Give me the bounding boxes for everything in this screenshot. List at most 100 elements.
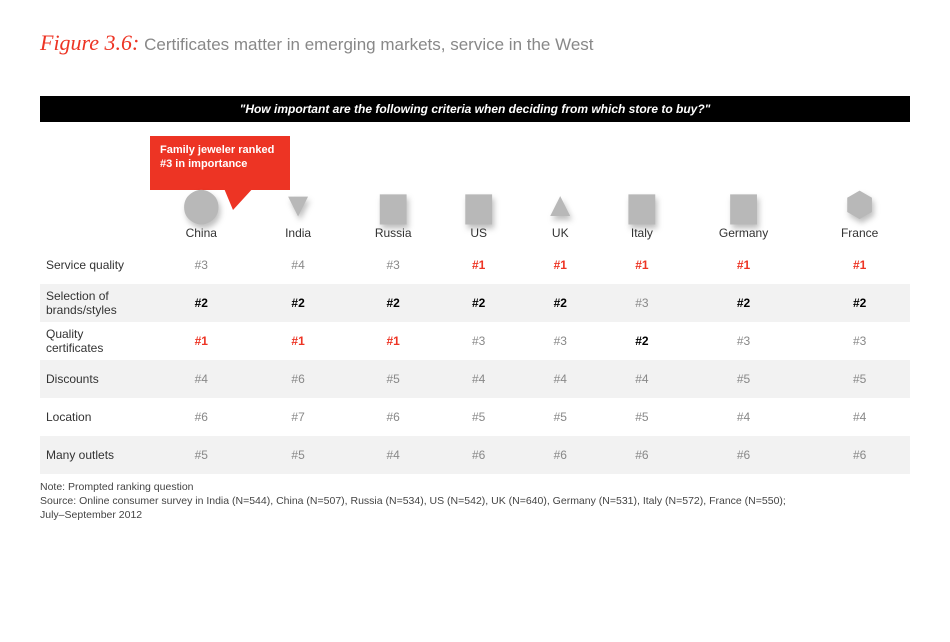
map-icon: ▆ bbox=[380, 188, 406, 222]
row-label: Location bbox=[40, 398, 150, 436]
rank-value: #7 bbox=[291, 410, 304, 424]
rank-cell: #1 bbox=[443, 246, 515, 284]
rank-cell: #7 bbox=[252, 398, 343, 436]
country-label: India bbox=[285, 226, 311, 240]
footnote: Note: Prompted ranking questionSource: O… bbox=[40, 480, 910, 523]
footnote-line: July–September 2012 bbox=[40, 508, 910, 522]
figure-label: Figure 3.6: bbox=[40, 30, 139, 55]
row-label: Discounts bbox=[40, 360, 150, 398]
country-head-wrap: ▆Russia bbox=[345, 137, 442, 240]
rank-value: #5 bbox=[291, 448, 304, 462]
rank-cell: #5 bbox=[678, 360, 809, 398]
question-bar: "How important are the following criteri… bbox=[40, 96, 910, 122]
row-label: Many outlets bbox=[40, 436, 150, 474]
map-icon: ▆ bbox=[466, 188, 492, 222]
rank-cell: #6 bbox=[678, 436, 809, 474]
callout-text: Family jeweler ranked #3 in importance bbox=[160, 144, 274, 170]
rank-cell: #2 bbox=[252, 284, 343, 322]
footnote-line: Source: Online consumer survey in India … bbox=[40, 494, 910, 508]
country-head-wrap: ▆ Germany bbox=[679, 137, 808, 240]
rank-value: #2 bbox=[195, 296, 208, 310]
rank-cell: #2 bbox=[515, 284, 606, 322]
rank-cell: #1 bbox=[678, 246, 809, 284]
rank-value: #6 bbox=[472, 448, 485, 462]
rank-value: #1 bbox=[472, 258, 485, 272]
country-head-wrap: ⬢France bbox=[810, 137, 909, 240]
rank-cell: #5 bbox=[809, 360, 910, 398]
rank-cell: #6 bbox=[150, 398, 252, 436]
callout-box: Family jeweler ranked #3 in importance bbox=[150, 136, 290, 190]
rank-cell: #4 bbox=[252, 246, 343, 284]
map-icon: ▆ bbox=[730, 188, 756, 222]
rank-cell: #6 bbox=[344, 398, 443, 436]
map-icon: ⬤ bbox=[182, 188, 220, 222]
country-header-germany: ▆ Germany bbox=[678, 136, 809, 246]
rank-value: #6 bbox=[195, 410, 208, 424]
rank-cell: #3 bbox=[344, 246, 443, 284]
rank-cell: #6 bbox=[606, 436, 678, 474]
rank-cell: #5 bbox=[515, 398, 606, 436]
rank-value: #5 bbox=[853, 372, 866, 386]
rank-value: #2 bbox=[291, 296, 304, 310]
country-label: US bbox=[470, 226, 487, 240]
rank-value: #1 bbox=[195, 334, 208, 348]
country-header-france: ⬢France bbox=[809, 136, 910, 246]
rank-cell: #1 bbox=[150, 322, 252, 360]
rank-cell: #4 bbox=[150, 360, 252, 398]
rank-cell: #4 bbox=[678, 398, 809, 436]
country-head-wrap: ▆ Italy bbox=[607, 137, 677, 240]
rank-cell: #3 bbox=[443, 322, 515, 360]
rank-cell: #4 bbox=[515, 360, 606, 398]
row-label: Service quality bbox=[40, 246, 150, 284]
rank-value: #4 bbox=[195, 372, 208, 386]
rank-cell: #6 bbox=[252, 360, 343, 398]
rank-cell: #1 bbox=[252, 322, 343, 360]
rank-value: #1 bbox=[291, 334, 304, 348]
rank-cell: #2 bbox=[150, 284, 252, 322]
rank-value: #4 bbox=[853, 410, 866, 424]
rank-cell: #2 bbox=[443, 284, 515, 322]
rank-value: #3 bbox=[386, 258, 399, 272]
country-label: Italy bbox=[631, 226, 653, 240]
rank-cell: #6 bbox=[809, 436, 910, 474]
rank-cell: #4 bbox=[344, 436, 443, 474]
rank-value: #6 bbox=[291, 372, 304, 386]
table-row: Many outlets#5#5#4#6#6#6#6#6 bbox=[40, 436, 910, 474]
rank-cell: #2 bbox=[809, 284, 910, 322]
table-row: Service quality#3#4#3#1#1#1#1#1 bbox=[40, 246, 910, 284]
rank-cell: #4 bbox=[606, 360, 678, 398]
rank-cell: #3 bbox=[150, 246, 252, 284]
rank-value: #5 bbox=[554, 410, 567, 424]
rank-value: #5 bbox=[195, 448, 208, 462]
country-label: Germany bbox=[719, 226, 768, 240]
rank-cell: #4 bbox=[443, 360, 515, 398]
rank-cell: #5 bbox=[150, 436, 252, 474]
rank-cell: #6 bbox=[443, 436, 515, 474]
rank-cell: #5 bbox=[344, 360, 443, 398]
rank-value: #2 bbox=[472, 296, 485, 310]
rank-value: #6 bbox=[554, 448, 567, 462]
rank-value: #4 bbox=[386, 448, 399, 462]
country-label: China bbox=[186, 226, 217, 240]
rank-value: #5 bbox=[386, 372, 399, 386]
rank-value: #3 bbox=[472, 334, 485, 348]
rank-value: #4 bbox=[554, 372, 567, 386]
rank-cell: #6 bbox=[515, 436, 606, 474]
rank-value: #1 bbox=[737, 258, 750, 272]
rank-value: #2 bbox=[853, 296, 866, 310]
rank-value: #5 bbox=[737, 372, 750, 386]
rank-cell: #1 bbox=[606, 246, 678, 284]
country-head-wrap: ▲UK bbox=[516, 137, 605, 240]
rank-value: #3 bbox=[853, 334, 866, 348]
country-head-wrap: ▆ US bbox=[444, 137, 514, 240]
rank-value: #2 bbox=[554, 296, 567, 310]
map-icon: ▆ bbox=[629, 188, 655, 222]
rank-value: #5 bbox=[635, 410, 648, 424]
rank-value: #1 bbox=[853, 258, 866, 272]
map-icon: ⬢ bbox=[845, 188, 875, 222]
table-row: Selection ofbrands/styles#2#2#2#2#2#3#2#… bbox=[40, 284, 910, 322]
rank-cell: #1 bbox=[515, 246, 606, 284]
rank-value: #6 bbox=[386, 410, 399, 424]
rank-cell: #2 bbox=[344, 284, 443, 322]
rank-cell: #2 bbox=[606, 322, 678, 360]
